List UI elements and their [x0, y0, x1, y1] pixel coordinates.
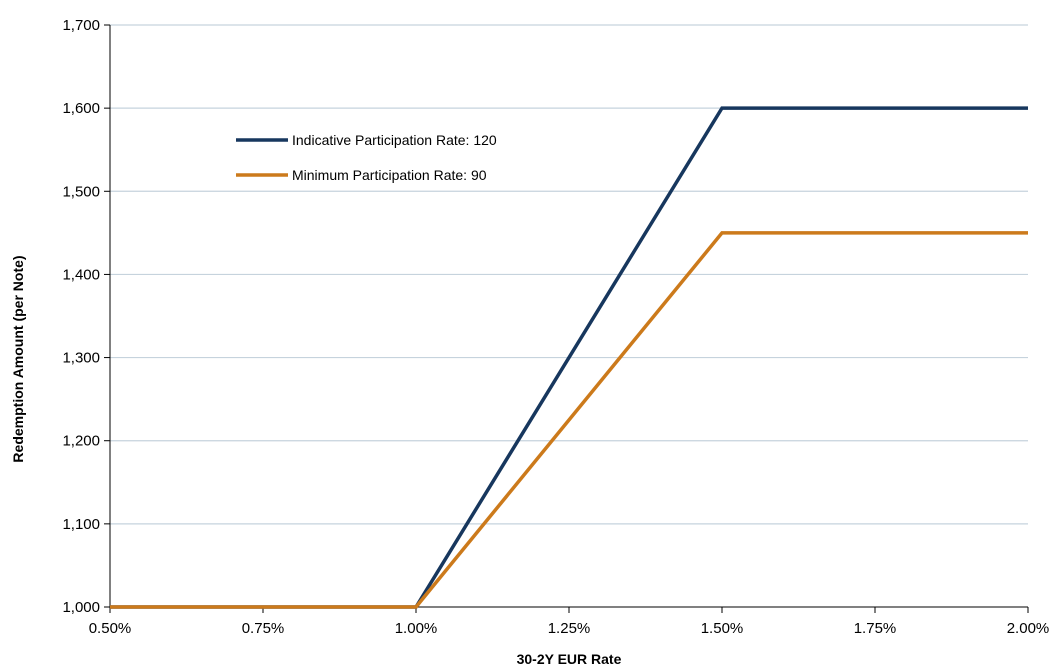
x-tick-label: 0.75% [242, 620, 285, 637]
y-tick-label: 1,300 [62, 350, 100, 367]
y-tick-label: 1,000 [62, 599, 100, 616]
y-axis-ticks: 1,000 1,100 1,200 1,300 1,400 1,500 1,600 1,700 [62, 17, 110, 616]
legend: Indicative Participation Rate: 120 Minimu… [236, 132, 497, 183]
gridlines [110, 24, 1028, 525]
x-tick-label: 1.75% [854, 620, 897, 637]
y-tick-label: 1,700 [62, 17, 100, 34]
x-tick-label: 1.00% [395, 620, 438, 637]
legend-label-2: Minimum Participation Rate: 90 [292, 167, 487, 183]
y-tick-label: 1,200 [62, 433, 100, 450]
x-tick-label: 1.25% [548, 620, 591, 637]
y-tick-label: 1,500 [62, 183, 100, 200]
y-tick-label: 1,600 [62, 100, 100, 117]
x-axis-title: 30-2Y EUR Rate [517, 651, 622, 667]
series-lines [110, 106, 1028, 609]
legend-label-1: Indicative Participation Rate: 120 [292, 132, 497, 148]
y-tick-label: 1,400 [62, 266, 100, 283]
x-axis-ticks: 0.50% 0.75% 1.00% 1.25% 1.50% 1.75% 2.00% [89, 607, 1050, 637]
x-tick-label: 0.50% [89, 620, 132, 637]
series-line-2 [110, 231, 1028, 609]
x-tick-label: 1.50% [701, 620, 744, 637]
y-axis-title: Redemption Amount (per Note) [10, 255, 26, 462]
y-tick-label: 1,100 [62, 516, 100, 533]
x-tick-label: 2.00% [1007, 620, 1050, 637]
axes [109, 25, 1028, 608]
